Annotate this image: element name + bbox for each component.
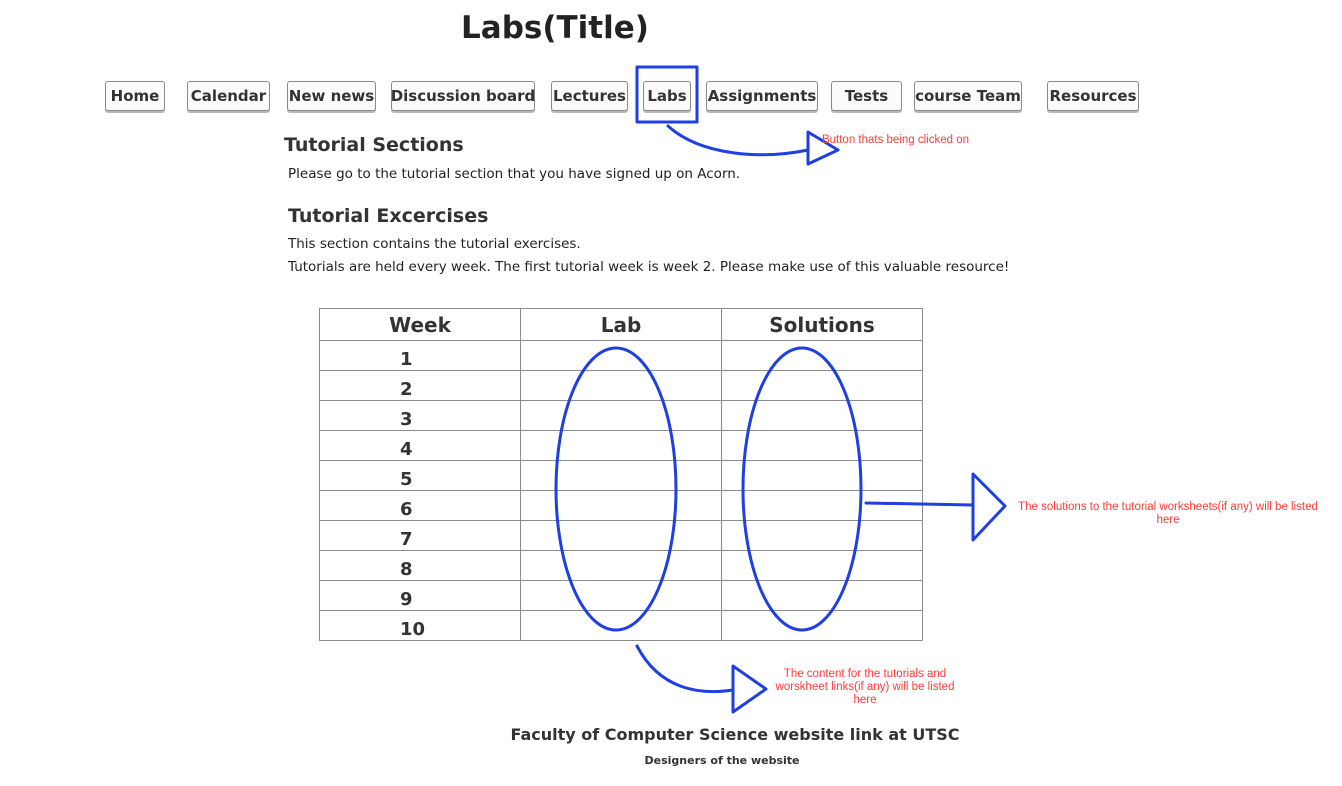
lab-cell[interactable] bbox=[520, 610, 722, 641]
button-note-text: Button thats being clicked on bbox=[821, 134, 970, 146]
lab-cell[interactable] bbox=[520, 460, 722, 491]
lab-cell[interactable] bbox=[520, 340, 722, 371]
solutions-cell[interactable] bbox=[721, 490, 923, 521]
week-cell: 5 bbox=[319, 460, 521, 491]
week-cell: 8 bbox=[319, 550, 521, 581]
nav-calendar-button[interactable]: Calendar bbox=[187, 81, 270, 111]
tutorial-exercises-heading: Tutorial Excercises bbox=[288, 205, 489, 227]
solutions-cell[interactable] bbox=[721, 610, 923, 641]
table-row: 8 bbox=[319, 550, 923, 581]
nav-course-team-button[interactable]: course Team bbox=[914, 81, 1022, 111]
lab-cell[interactable] bbox=[520, 400, 722, 431]
table-row: 6 bbox=[319, 490, 923, 521]
table-row: 1 bbox=[319, 340, 923, 371]
table-row: 4 bbox=[319, 430, 923, 461]
labs-note-text: The content for the tutorials and worskh… bbox=[775, 668, 955, 706]
solutions-cell[interactable] bbox=[721, 430, 923, 461]
tutorial-sections-heading: Tutorial Sections bbox=[284, 134, 464, 156]
table-header-row: Week Lab Solutions bbox=[319, 308, 923, 341]
faculty-website-link[interactable]: Faculty of Computer Science website link… bbox=[510, 725, 960, 744]
button-note-arrow bbox=[666, 124, 810, 157]
nav-discussion-board-button[interactable]: Discussion board bbox=[391, 81, 535, 111]
solutions-column-header: Solutions bbox=[721, 308, 923, 341]
week-cell: 10 bbox=[319, 610, 521, 641]
week-cell: 3 bbox=[319, 400, 521, 431]
week-cell: 6 bbox=[319, 490, 521, 521]
solutions-cell[interactable] bbox=[721, 520, 923, 551]
week-cell: 2 bbox=[319, 370, 521, 401]
table-row: 3 bbox=[319, 400, 923, 431]
nav-assignments-button[interactable]: Assignments bbox=[706, 81, 818, 111]
lab-cell[interactable] bbox=[520, 580, 722, 611]
solutions-note-arrowhead bbox=[971, 472, 1007, 542]
solutions-cell[interactable] bbox=[721, 580, 923, 611]
solutions-cell[interactable] bbox=[721, 370, 923, 401]
lab-cell[interactable] bbox=[520, 430, 722, 461]
lab-cell[interactable] bbox=[520, 550, 722, 581]
tutorial-exercises-line1: This section contains the tutorial exerc… bbox=[288, 236, 581, 252]
nav-tests-button[interactable]: Tests bbox=[831, 81, 902, 111]
nav-new-news-button[interactable]: New news bbox=[287, 81, 376, 111]
solutions-note-text: The solutions to the tutorial worksheets… bbox=[1018, 501, 1318, 526]
week-cell: 1 bbox=[319, 340, 521, 371]
table-row: 9 bbox=[319, 580, 923, 611]
labs-table: Week Lab Solutions 1 2 3 4 5 6 7 8 9 10 bbox=[319, 308, 923, 641]
solutions-cell[interactable] bbox=[721, 460, 923, 491]
nav-labs-button[interactable]: Labs bbox=[643, 81, 691, 111]
table-row: 5 bbox=[319, 460, 923, 491]
labs-note-arrow bbox=[635, 644, 735, 694]
nav-resources-button[interactable]: Resources bbox=[1047, 81, 1139, 111]
table-row: 7 bbox=[319, 520, 923, 551]
tutorial-exercises-line2: Tutorials are held every week. The first… bbox=[288, 259, 1010, 275]
nav-home-button[interactable]: Home bbox=[105, 81, 165, 111]
lab-column-header: Lab bbox=[520, 308, 722, 341]
page-title: Labs(Title) bbox=[461, 10, 649, 46]
solutions-cell[interactable] bbox=[721, 340, 923, 371]
week-cell: 9 bbox=[319, 580, 521, 611]
lab-cell[interactable] bbox=[520, 490, 722, 521]
lab-cell[interactable] bbox=[520, 520, 722, 551]
tutorial-sections-text: Please go to the tutorial section that y… bbox=[288, 166, 741, 182]
week-cell: 7 bbox=[319, 520, 521, 551]
table-row: 10 bbox=[319, 610, 923, 641]
week-cell: 4 bbox=[319, 430, 521, 461]
designers-text: Designers of the website bbox=[644, 754, 800, 767]
lab-cell[interactable] bbox=[520, 370, 722, 401]
table-row: 2 bbox=[319, 370, 923, 401]
solutions-cell[interactable] bbox=[721, 400, 923, 431]
labs-note-arrowhead bbox=[731, 664, 768, 714]
week-column-header: Week bbox=[319, 308, 521, 341]
solutions-cell[interactable] bbox=[721, 550, 923, 581]
nav-lectures-button[interactable]: Lectures bbox=[551, 81, 628, 111]
